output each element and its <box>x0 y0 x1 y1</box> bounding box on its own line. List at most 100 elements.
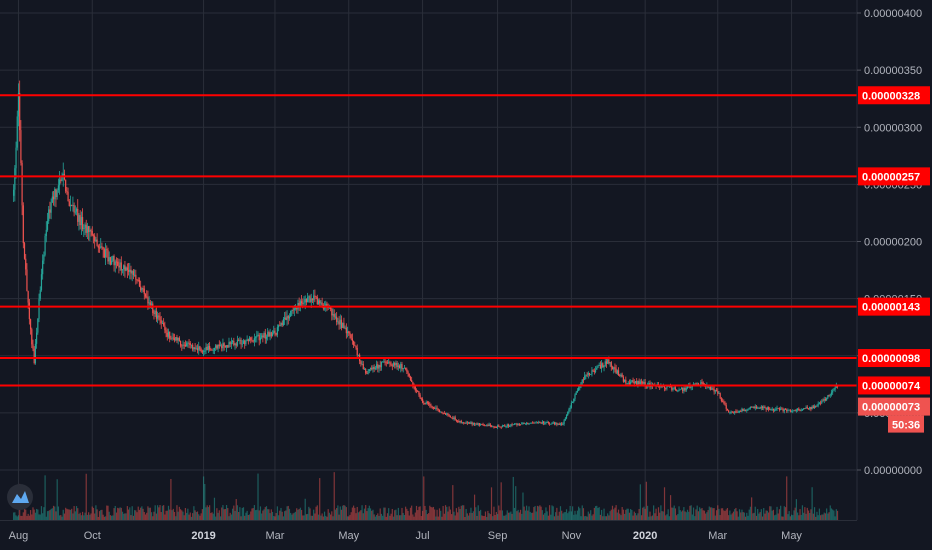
volume-bar <box>126 506 128 520</box>
candle-body <box>130 269 132 274</box>
candle-body <box>384 361 386 363</box>
candle-body <box>121 269 124 271</box>
candle-body <box>812 406 814 409</box>
candle-body <box>639 381 641 384</box>
volume-bar <box>80 515 82 520</box>
volume-bar <box>244 515 246 520</box>
candle-body <box>730 411 732 413</box>
y-tick-label: 0.00000350 <box>864 65 922 77</box>
volume-bar <box>264 507 266 520</box>
candle-body <box>548 423 551 425</box>
candle-body <box>227 345 229 348</box>
volume-bar <box>646 505 649 520</box>
volume-bar <box>204 484 206 520</box>
tradingview-logo[interactable] <box>7 484 33 510</box>
volume-bar <box>42 513 44 520</box>
level-badge <box>858 349 930 368</box>
candle-body <box>299 301 301 308</box>
candle-body <box>478 423 481 426</box>
candle-body <box>104 249 107 258</box>
volume-bar <box>368 505 370 520</box>
volume-bar <box>282 516 285 520</box>
candle-body <box>19 93 21 131</box>
volume-bar <box>384 507 386 520</box>
candle-body <box>781 408 783 410</box>
volume-bar <box>736 511 738 520</box>
candle-body <box>477 423 479 425</box>
volume-bar <box>798 515 800 520</box>
candle-body <box>374 367 376 369</box>
candle-body <box>332 314 334 316</box>
volume-bar <box>465 509 467 520</box>
candle-body <box>498 425 500 427</box>
candle-body <box>746 410 748 411</box>
volume-bar <box>588 513 591 520</box>
volume-bar <box>454 515 456 520</box>
logo-circle[interactable] <box>7 484 33 510</box>
volume-bar <box>446 506 448 520</box>
volume-bar <box>489 514 491 520</box>
volume-bar <box>161 505 164 520</box>
volume-bar <box>632 515 634 520</box>
volume-bar <box>622 509 624 520</box>
volume-bar <box>84 512 86 520</box>
candle-body <box>747 408 749 411</box>
candle-body <box>774 410 776 411</box>
candle-body <box>648 383 650 385</box>
volume-bar <box>524 510 526 520</box>
candle-body <box>132 270 135 276</box>
volume-bar <box>626 508 628 520</box>
candle-body <box>715 390 718 392</box>
volume-bar <box>61 516 63 520</box>
volume-bar <box>725 509 727 520</box>
volume-bar <box>558 511 560 520</box>
volume-bar <box>777 513 779 520</box>
volume-bar <box>332 516 334 520</box>
candle-body <box>782 409 784 412</box>
candle-body <box>188 342 190 344</box>
volume-bar <box>533 507 535 520</box>
candle-body <box>79 215 81 226</box>
volume-bar <box>674 508 677 520</box>
volume-bar <box>608 515 610 520</box>
candle-body <box>711 388 713 390</box>
candle-body <box>816 405 818 407</box>
volume-bar <box>810 509 812 520</box>
logo-mountain-icon <box>12 491 29 503</box>
volume-bar <box>183 515 185 520</box>
candle-body <box>759 408 761 409</box>
volume-bar <box>701 508 703 520</box>
volume-bar <box>643 506 645 520</box>
volume-bar <box>270 509 272 520</box>
candle-body <box>88 226 90 232</box>
candle-body <box>213 347 216 351</box>
candle-body <box>138 280 141 287</box>
level-badge <box>858 167 930 186</box>
candle-body <box>692 383 695 385</box>
candle-body <box>152 303 154 314</box>
candle-body <box>729 411 731 413</box>
volume-bar <box>799 509 801 520</box>
volume-bar <box>59 515 61 520</box>
volume-bar <box>367 508 369 520</box>
volume-bar <box>412 514 414 520</box>
volume-bar <box>284 511 286 520</box>
volume-bar <box>233 505 235 520</box>
candle-body <box>103 249 105 258</box>
volume-bar <box>597 507 599 520</box>
volume-bar <box>343 505 345 520</box>
volume-bar <box>442 505 444 520</box>
volume-bar <box>726 508 729 520</box>
candle-body <box>100 246 102 248</box>
volume-bar <box>252 508 254 520</box>
volume-bar <box>578 506 580 520</box>
candle-body <box>601 363 603 369</box>
candle-body <box>677 390 679 392</box>
volume-bar <box>223 509 225 520</box>
candle-body <box>142 288 144 290</box>
candle-body <box>731 411 733 413</box>
candle-body <box>199 346 201 350</box>
volume-bar <box>659 512 661 520</box>
volume-bar <box>176 505 178 520</box>
